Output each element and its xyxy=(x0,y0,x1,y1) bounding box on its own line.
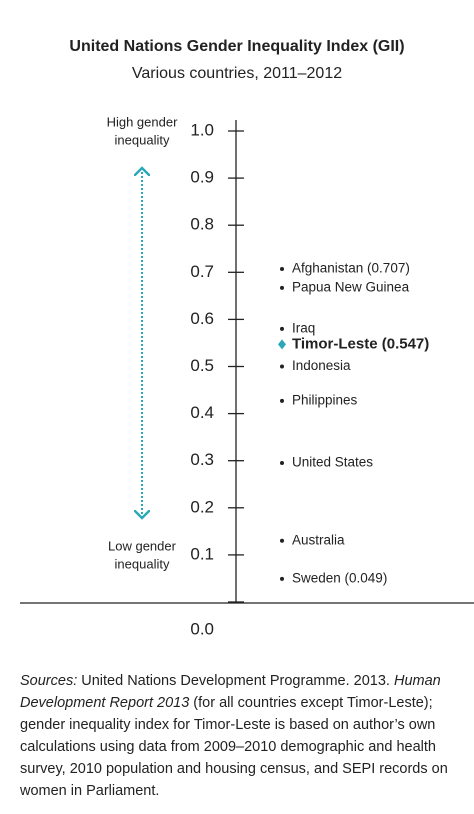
point-label: Sweden (0.049) xyxy=(292,570,387,585)
y-tick-label: 0.1 xyxy=(190,544,214,563)
point xyxy=(280,461,284,466)
annotation: High gender xyxy=(107,114,178,129)
annotation: inequality xyxy=(115,556,170,571)
y-tick-label: 0.6 xyxy=(190,309,214,328)
y-tick-label: 1.0 xyxy=(190,120,214,139)
point-label: Papua New Guinea xyxy=(292,279,410,294)
y-tick-label: 0.9 xyxy=(190,168,214,187)
point xyxy=(280,364,284,369)
point-label: Afghanistan (0.707) xyxy=(292,261,410,276)
y-tick-label: 0.5 xyxy=(190,356,214,375)
annotation: inequality xyxy=(115,132,170,147)
sources: Sources: United Nations Development Prog… xyxy=(20,670,460,802)
highlight-point xyxy=(278,339,286,350)
y-tick-label: 0.7 xyxy=(190,262,214,281)
report-title: Human Development Report 2013 xyxy=(20,673,441,711)
point-label: Indonesia xyxy=(292,358,351,373)
point-label: Australia xyxy=(292,532,345,547)
sources-text: (for all countries except Timor-Leste); … xyxy=(20,695,448,799)
chart-subtitle: Various countries, 2011–2012 xyxy=(132,65,342,82)
point xyxy=(280,326,284,331)
point-label: United States xyxy=(292,455,373,470)
y-tick-label: 0.3 xyxy=(190,450,214,469)
point xyxy=(280,576,284,581)
point xyxy=(280,398,284,403)
y-tick-label: 0.2 xyxy=(190,497,214,516)
point-label: Philippines xyxy=(292,392,358,407)
point-label: Timor-Leste (0.547) xyxy=(292,335,429,352)
y-tick-label: 0.0 xyxy=(190,619,214,638)
chart-title: United Nations Gender Inequality Index (… xyxy=(69,38,404,55)
point xyxy=(280,538,284,543)
sources-text: United Nations Development Programme. 20… xyxy=(77,673,394,689)
chart: United Nations Gender Inequality Index (… xyxy=(20,38,474,638)
point xyxy=(280,285,284,290)
sources-label: Sources: xyxy=(20,673,78,689)
point-label: Iraq xyxy=(292,320,315,335)
annotation: Low gender xyxy=(108,538,177,553)
y-tick-label: 0.4 xyxy=(190,403,214,422)
point xyxy=(280,267,284,272)
y-tick-label: 0.8 xyxy=(190,215,214,234)
